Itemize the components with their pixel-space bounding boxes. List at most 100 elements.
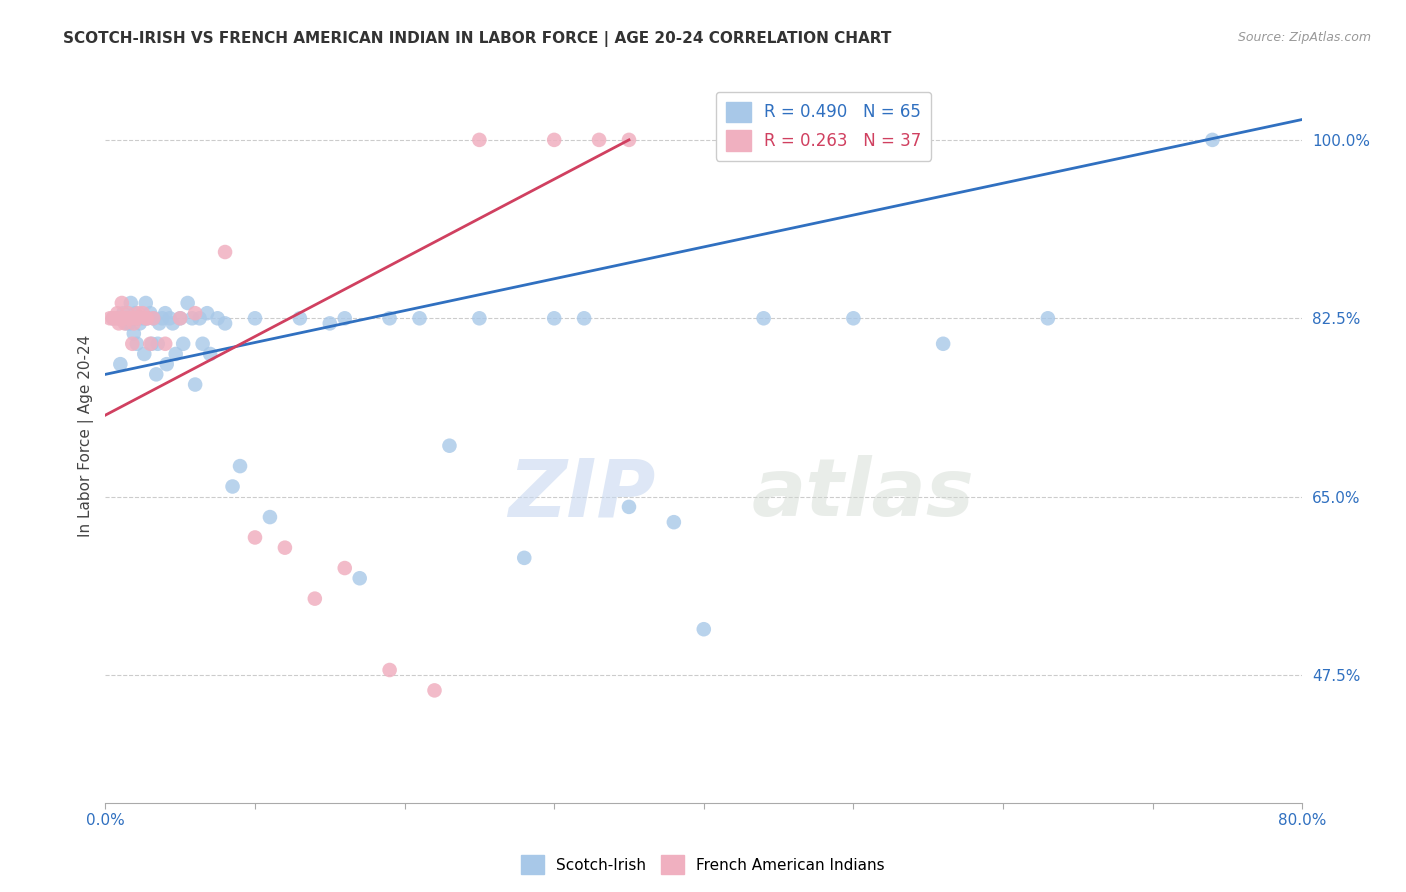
- Point: [134, 347, 156, 361]
- Point: [195, 306, 218, 320]
- Point: [120, 311, 142, 326]
- Point: [127, 306, 149, 320]
- Point: [141, 336, 163, 351]
- Point: [349, 571, 371, 585]
- Point: [159, 311, 181, 326]
- Point: [146, 336, 169, 351]
- Point: [319, 317, 342, 331]
- Point: [117, 306, 139, 320]
- Point: [1036, 311, 1059, 326]
- Point: [169, 311, 191, 326]
- Point: [115, 311, 138, 326]
- Point: [229, 459, 252, 474]
- Point: [121, 311, 143, 326]
- Point: [207, 311, 229, 326]
- Text: ZIP: ZIP: [509, 455, 657, 533]
- Point: [423, 683, 446, 698]
- Point: [198, 347, 221, 361]
- Point: [439, 439, 461, 453]
- Point: [110, 357, 132, 371]
- Point: [148, 317, 170, 331]
- Point: [468, 311, 491, 326]
- Point: [105, 311, 128, 326]
- Point: [125, 311, 148, 326]
- Point: [124, 311, 146, 326]
- Point: [156, 357, 179, 371]
- Point: [136, 311, 159, 326]
- Point: [127, 311, 149, 326]
- Point: [139, 306, 162, 320]
- Point: [468, 133, 491, 147]
- Point: [139, 336, 162, 351]
- Point: [114, 317, 136, 331]
- Point: [932, 336, 955, 351]
- Point: [617, 133, 640, 147]
- Point: [572, 311, 595, 326]
- Point: [150, 311, 173, 326]
- Text: atlas: atlas: [752, 455, 974, 533]
- Point: [124, 306, 146, 320]
- Point: [1201, 133, 1223, 147]
- Point: [181, 311, 204, 326]
- Point: [165, 347, 187, 361]
- Point: [110, 311, 132, 326]
- Point: [184, 377, 207, 392]
- Point: [191, 336, 214, 351]
- Point: [333, 561, 356, 575]
- Point: [169, 311, 191, 326]
- Point: [117, 311, 139, 326]
- Point: [142, 311, 165, 326]
- Point: [259, 510, 281, 524]
- Point: [243, 311, 266, 326]
- Y-axis label: In Labor Force | Age 20-24: In Labor Force | Age 20-24: [79, 334, 94, 537]
- Point: [184, 306, 207, 320]
- Point: [115, 317, 138, 331]
- Point: [176, 296, 198, 310]
- Point: [122, 317, 145, 331]
- Point: [120, 296, 142, 310]
- Point: [118, 311, 141, 326]
- Point: [105, 306, 128, 320]
- Point: [118, 317, 141, 331]
- Point: [145, 368, 167, 382]
- Point: [104, 311, 127, 326]
- Legend: Scotch-Irish, French American Indians: Scotch-Irish, French American Indians: [515, 849, 891, 880]
- Point: [136, 311, 159, 326]
- Point: [114, 311, 136, 326]
- Point: [408, 311, 430, 326]
- Point: [188, 311, 211, 326]
- Point: [617, 500, 640, 514]
- Point: [693, 622, 716, 636]
- Point: [274, 541, 297, 555]
- Point: [221, 479, 243, 493]
- Point: [378, 311, 401, 326]
- Point: [112, 306, 135, 320]
- Point: [243, 531, 266, 545]
- Point: [842, 311, 865, 326]
- Point: [378, 663, 401, 677]
- Point: [752, 311, 775, 326]
- Point: [128, 317, 150, 331]
- Point: [155, 306, 177, 320]
- Point: [662, 515, 685, 529]
- Point: [125, 336, 148, 351]
- Point: [214, 317, 236, 331]
- Point: [172, 336, 194, 351]
- Point: [111, 296, 134, 310]
- Point: [122, 326, 145, 341]
- Point: [132, 306, 155, 320]
- Point: [132, 311, 155, 326]
- Point: [121, 336, 143, 351]
- Point: [135, 311, 157, 326]
- Point: [288, 311, 311, 326]
- Point: [98, 311, 121, 326]
- Point: [135, 296, 157, 310]
- Point: [543, 311, 565, 326]
- Point: [333, 311, 356, 326]
- Point: [108, 317, 131, 331]
- Point: [162, 317, 184, 331]
- Text: Source: ZipAtlas.com: Source: ZipAtlas.com: [1237, 31, 1371, 45]
- Point: [513, 550, 536, 565]
- Legend: R = 0.490   N = 65, R = 0.263   N = 37: R = 0.490 N = 65, R = 0.263 N = 37: [716, 92, 931, 161]
- Point: [101, 311, 124, 326]
